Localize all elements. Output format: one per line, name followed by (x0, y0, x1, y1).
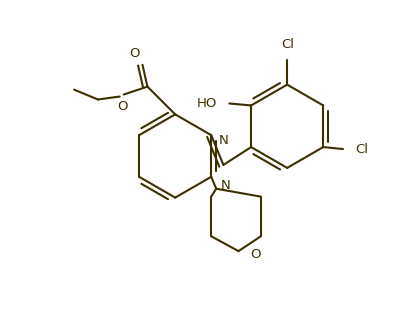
Text: Cl: Cl (282, 38, 295, 51)
Text: HO: HO (197, 97, 217, 110)
Text: N: N (221, 179, 231, 192)
Text: O: O (117, 100, 128, 113)
Text: O: O (129, 47, 140, 60)
Text: Cl: Cl (355, 142, 368, 156)
Text: N: N (219, 134, 229, 147)
Text: O: O (250, 248, 261, 261)
